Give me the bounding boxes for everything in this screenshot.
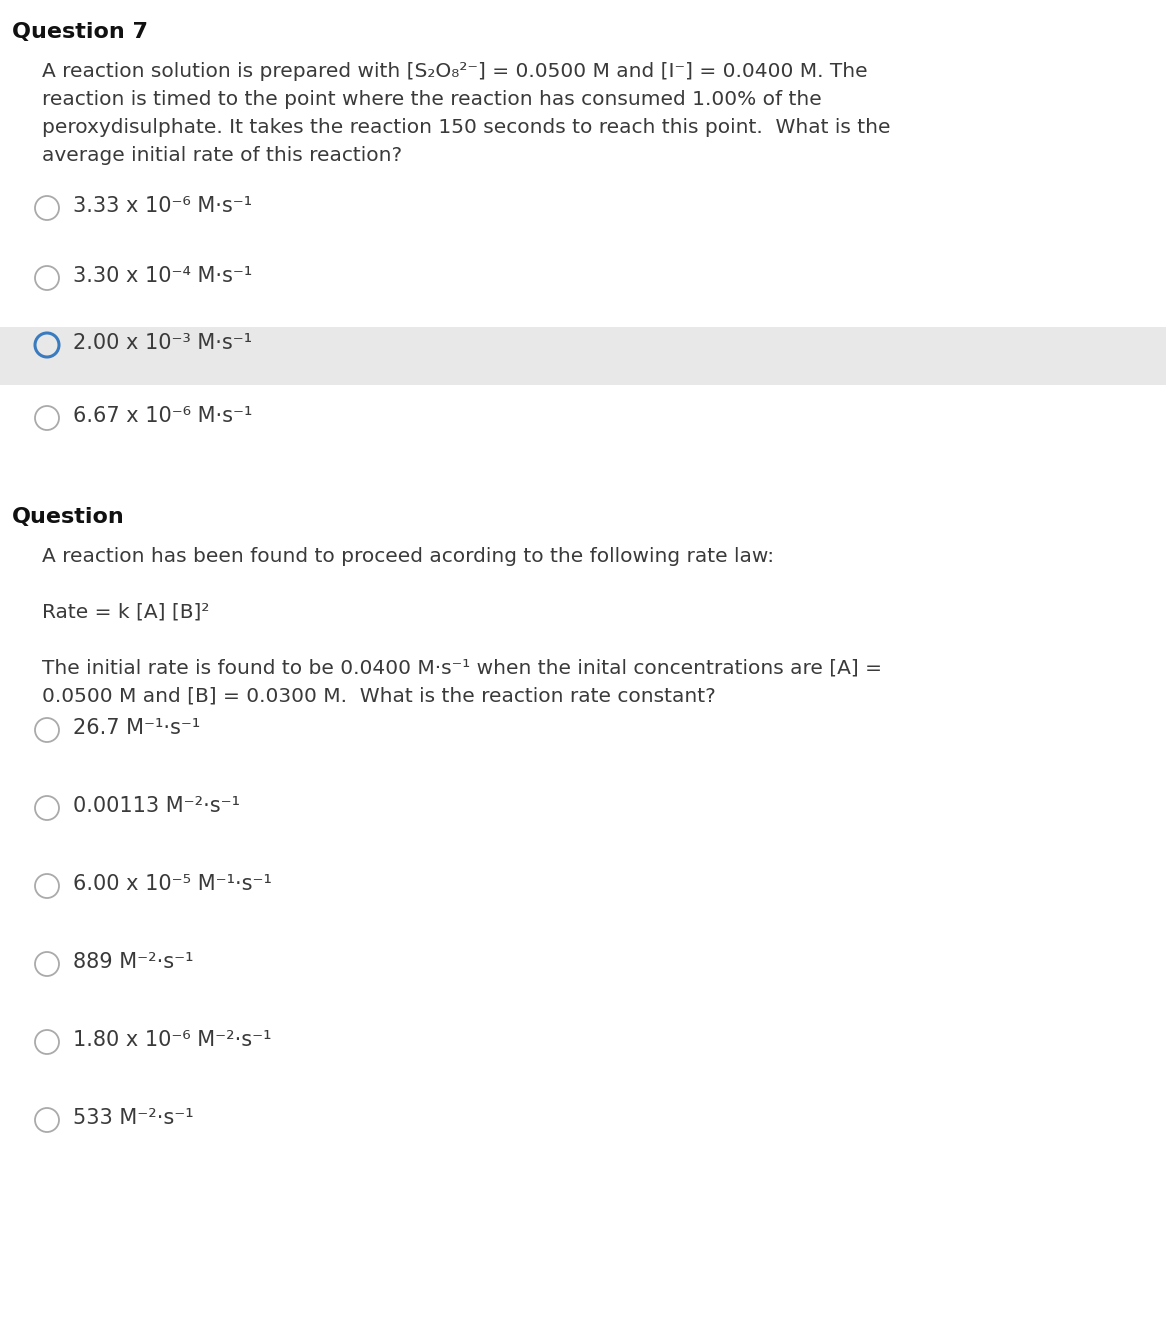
Text: 1.80 x 10⁻⁶ M⁻²·s⁻¹: 1.80 x 10⁻⁶ M⁻²·s⁻¹: [73, 1031, 272, 1050]
Text: 2.00 x 10⁻³ M·s⁻¹: 2.00 x 10⁻³ M·s⁻¹: [73, 333, 252, 353]
Text: peroxydisulphate. It takes the reaction 150 seconds to reach this point.  What i: peroxydisulphate. It takes the reaction …: [42, 118, 891, 137]
Text: 3.30 x 10⁻⁴ M·s⁻¹: 3.30 x 10⁻⁴ M·s⁻¹: [73, 266, 252, 286]
Bar: [0, 327, 1166, 385]
Text: A reaction solution is prepared with [S₂O₈²⁻] = 0.0500 M and [I⁻] = 0.0400 M. Th: A reaction solution is prepared with [S₂…: [42, 62, 868, 81]
Text: A reaction has been found to proceed acording to the following rate law:: A reaction has been found to proceed aco…: [42, 547, 774, 566]
Text: average initial rate of this reaction?: average initial rate of this reaction?: [42, 146, 402, 165]
Text: 0.0500 M and [B] = 0.0300 M.  What is the reaction rate constant?: 0.0500 M and [B] = 0.0300 M. What is the…: [42, 687, 716, 706]
Text: reaction is timed to the point where the reaction has consumed 1.00% of the: reaction is timed to the point where the…: [42, 90, 822, 109]
Text: 6.00 x 10⁻⁵ M⁻¹·s⁻¹: 6.00 x 10⁻⁵ M⁻¹·s⁻¹: [73, 874, 272, 894]
Text: 533 M⁻²·s⁻¹: 533 M⁻²·s⁻¹: [73, 1108, 194, 1127]
Text: 26.7 M⁻¹·s⁻¹: 26.7 M⁻¹·s⁻¹: [73, 718, 201, 738]
Text: The initial rate is found to be 0.0400 M·s⁻¹ when the inital concentrations are : The initial rate is found to be 0.0400 M…: [42, 659, 881, 679]
Text: Question: Question: [12, 507, 125, 527]
Text: Rate = k [A] [B]²: Rate = k [A] [B]²: [42, 603, 210, 622]
Text: Question 7: Question 7: [12, 23, 148, 42]
Text: 6.67 x 10⁻⁶ M·s⁻¹: 6.67 x 10⁻⁶ M·s⁻¹: [73, 406, 252, 426]
Text: 3.33 x 10⁻⁶ M·s⁻¹: 3.33 x 10⁻⁶ M·s⁻¹: [73, 197, 252, 216]
Text: 889 M⁻²·s⁻¹: 889 M⁻²·s⁻¹: [73, 952, 194, 972]
Text: 0.00113 M⁻²·s⁻¹: 0.00113 M⁻²·s⁻¹: [73, 795, 240, 815]
